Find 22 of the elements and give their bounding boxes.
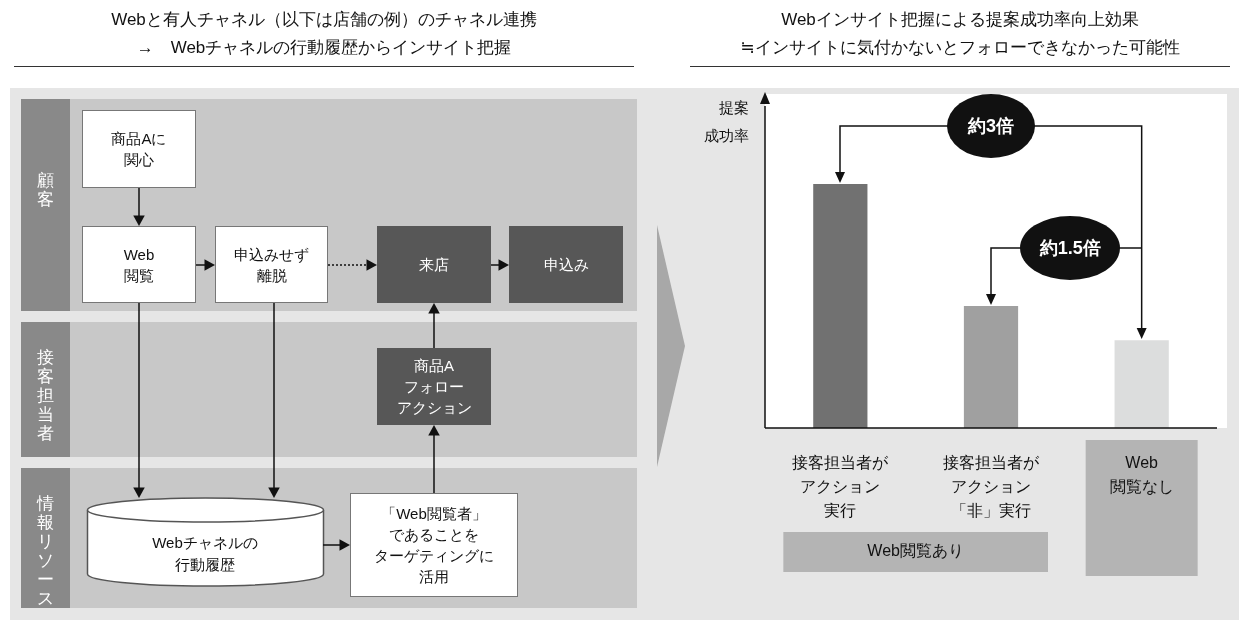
text: 申込みせず離脱 [234,244,309,286]
text: 接客担当者 [36,348,55,443]
text: Webと有人チャネル（以下は店舗の例）のチャネル連携 [110,9,538,31]
text: 「Web閲覧者」であることをターゲティングに活用 [374,504,494,587]
text: 情報リソース [35,494,55,608]
text: Webチャネルの行動履歴 [152,533,258,575]
text: 商品Aフォローアクション [396,356,472,418]
text: 顧客 [36,171,55,209]
text: 申込み [543,255,589,275]
y-axis-title: 提案成功率 [703,98,749,146]
x-tick-label: Web閲覧なし [1109,454,1174,496]
text: Web閲覧 [123,244,155,286]
text: Web閲覧あり [867,542,964,560]
text: 来店 [419,255,449,275]
text: → Webチャネルの行動履歴からインサイト把握 [135,37,513,59]
x-tick-label: 接客担当者がアクション「非」実行 [943,454,1040,520]
x-tick-label: 接客担当者がアクション実行 [792,454,890,520]
text: 商品Aに関心 [111,129,167,170]
annotation: 約1.5倍 [1038,237,1102,260]
text: 約3倍 [966,115,1015,139]
chart-subtitle: ≒インサイトに気付かないとフォローできなかった可能性 [739,37,1181,59]
chart-title: Webインサイト把握による提案成功率向上効果 [780,9,1140,31]
